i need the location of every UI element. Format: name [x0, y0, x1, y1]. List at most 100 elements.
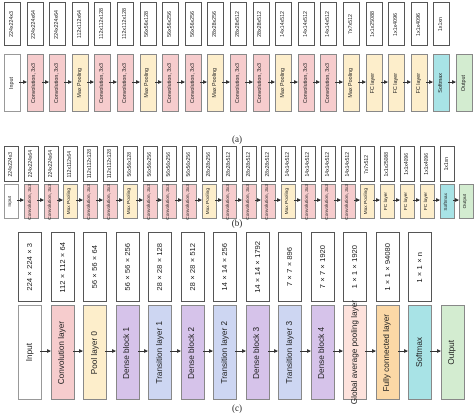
layer-label: Convolution, 3x3 [234, 62, 241, 104]
dim-box: 56x56x256 [182, 146, 198, 182]
layer-label: Convolution, 3x3 [245, 183, 251, 220]
layer-label: Convolution, 3x3 [166, 62, 173, 104]
layer-label: Convolution, 3x3 [27, 183, 33, 220]
layer-input: Input [4, 54, 21, 112]
dim-label: 112x112x64 [76, 9, 83, 39]
layer-pool-layer-0: Pool layer 0 [83, 305, 107, 400]
dim-box: 1x1x25088 [365, 2, 383, 46]
dim-box: 224×224×3 [18, 232, 42, 302]
layer-label: Convolution, 3x3 [107, 183, 113, 220]
flow-arrow [294, 198, 301, 202]
flow-arrow [132, 80, 140, 84]
dim-label: 7×7×1920 [317, 245, 327, 289]
layer-max-pooling: Max Pooling [202, 184, 217, 219]
dim-box: 28x28x512 [241, 146, 257, 182]
layer-max-pooling: Max Pooling [281, 184, 297, 219]
dim-label: 14x14x512 [325, 11, 332, 37]
layer-label: Max Pooling [212, 68, 219, 98]
dim-box: 14x14x512 [297, 2, 315, 46]
layer-label: Input [8, 196, 14, 207]
flow-arrow [36, 198, 44, 202]
flow-arrow [222, 80, 230, 84]
dim-box: 7×7×896 [278, 232, 302, 302]
layer-label: Convolution, 3x3 [257, 62, 264, 104]
layer-convolution-3x3: Convolution, 3x3 [26, 54, 44, 112]
flow-arrow [135, 198, 143, 202]
layer-label: Convolution, 3x3 [47, 183, 53, 220]
dim-label: 28x28x512 [257, 11, 264, 37]
flow-arrow [380, 80, 388, 84]
flow-arrow [358, 80, 366, 84]
flow-arrow [64, 80, 72, 84]
dim-label: 112x112x128 [87, 149, 94, 179]
flow-arrow [335, 80, 343, 84]
layer-convolution-3x3: Convolution, 3x3 [320, 54, 338, 112]
dim-box: 14x14x512 [320, 2, 338, 46]
layer-softmax: Softmax [433, 54, 451, 112]
dim-label: 224x224x64 [47, 150, 54, 178]
dim-box: 224x224x64 [26, 2, 44, 46]
layer-label: Transition layer 3 [284, 321, 294, 384]
flow-arrow [353, 198, 361, 202]
layer-max-pooling: Max Pooling [139, 54, 157, 112]
layer-fc-layer: FC layer [365, 54, 383, 112]
dim-box: 1x1xn [439, 146, 455, 182]
layer-label: Max Pooling [285, 188, 291, 215]
layer-label: FC layer [370, 72, 377, 94]
dim-label: 56×56×64 [90, 245, 100, 289]
dim-label: 1x1x25088 [384, 151, 391, 177]
layer-label: Pool layer 0 [89, 330, 99, 375]
layer-label: Convolution, 3x3 [189, 62, 196, 104]
dim-box: 56x56x128 [139, 2, 157, 46]
flow-arrow [267, 349, 278, 353]
flow-arrow [332, 349, 343, 353]
layer-convolution-3x3: Convolution, 3x3 [142, 184, 158, 219]
dim-box: 14x14x512 [275, 2, 293, 46]
dim-box: 1×1×n [408, 232, 432, 302]
layer-label: Convolution, 3x3 [31, 62, 38, 104]
dim-box: 1x1x4096 [388, 2, 406, 46]
dim-label: 28x28x512 [225, 151, 232, 177]
layer-label: Max Pooling [206, 188, 212, 215]
layer-label: Convolution, 3x3 [225, 183, 231, 220]
dim-label: 56x56x128 [144, 11, 151, 37]
layer-transition-layer-1: Transition layer 1 [148, 305, 172, 400]
layer-label: Convolution, 3x3 [302, 62, 309, 104]
dim-box: 28x28x512 [252, 2, 270, 46]
dim-box: 1x1x4096 [400, 146, 415, 182]
dim-box: 56x56x128 [122, 146, 138, 182]
layer-max-pooling: Max Pooling [122, 184, 138, 219]
dim-box: 28×28×128 [148, 232, 172, 302]
flow-arrow [41, 80, 49, 84]
layer-convolution-3x3: Convolution, 3x3 [23, 183, 39, 220]
flow-arrow [373, 198, 380, 202]
flow-arrow [365, 349, 375, 353]
dim-label: 112x112x128 [121, 8, 128, 40]
dim-label: 1x1x4096 [423, 153, 430, 175]
layer-dense-block-2: Dense block 2 [180, 305, 205, 400]
dim-label: 7x7x512 [364, 154, 371, 174]
dim-label: 28×28×128 [155, 243, 165, 291]
layer-output: Output [459, 184, 474, 219]
layer-fc-layer: FC layer [410, 54, 428, 112]
dim-label: 14x14x512 [285, 151, 292, 177]
dim-box: 56×56×256 [115, 232, 140, 302]
dim-box: 14x14x512 [281, 146, 297, 182]
dim-label: 224x224x3 [8, 151, 14, 177]
dim-label: 1x1x4096 [404, 153, 410, 175]
dim-box: 28x28x512 [221, 146, 237, 182]
dim-label: 112×112×64 [57, 241, 67, 293]
layer-label: Convolution, 3x3 [87, 183, 93, 220]
dim-box: 56x56x256 [162, 146, 178, 182]
dim-label: 224x224x64 [54, 9, 61, 39]
layer-label: Convolution, 3x3 [53, 62, 60, 104]
dim-box: 14x14x512 [320, 146, 336, 182]
layer-global-average-pooling-layer: Global average pooling layer [343, 300, 367, 405]
layer-label: Max Pooling [126, 188, 132, 215]
dim-label: 1x1x4096 [393, 12, 400, 36]
dim-label: 112x112x64 [67, 150, 74, 178]
flow-arrow [448, 80, 456, 84]
layer-label: Convolution, 3x3 [186, 183, 192, 220]
layer-transition-layer-3: Transition layer 3 [278, 305, 302, 400]
